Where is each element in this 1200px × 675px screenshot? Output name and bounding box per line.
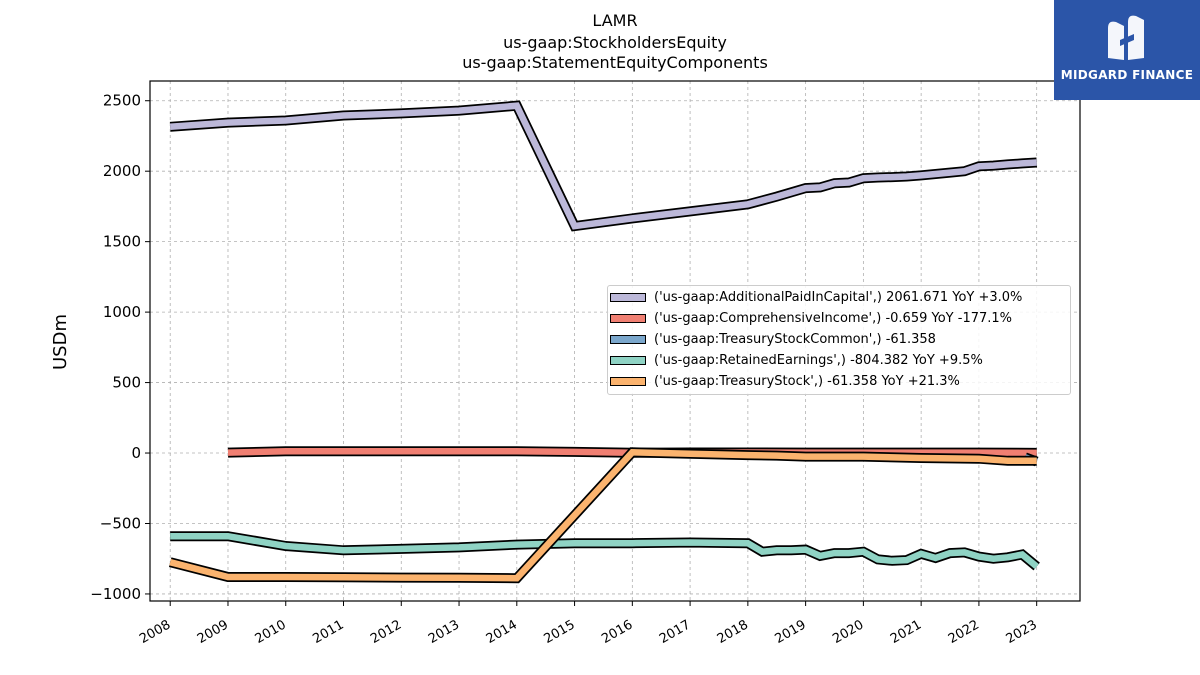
legend: ('us-gaap:AdditionalPaidInCapital',) 206… [607, 285, 1071, 395]
plot-frame [149, 80, 1081, 602]
y-tick-label: 2500 [103, 92, 141, 110]
x-tick-label: 2010 [253, 617, 289, 647]
x-tick-label: 2012 [368, 617, 404, 647]
legend-item: ('us-gaap:RetainedEarnings',) -804.382 Y… [608, 352, 1070, 370]
legend-label: ('us-gaap:RetainedEarnings',) -804.382 Y… [654, 353, 983, 368]
series-line [169, 449, 1037, 582]
x-tick-label: 2021 [888, 617, 924, 647]
legend-label: ('us-gaap:TreasuryStock',) -61.358 YoY +… [654, 374, 960, 389]
y-tick-label: −500 [100, 514, 141, 532]
series-layer [168, 100, 1040, 584]
y-tick-label: 2000 [103, 162, 141, 180]
legend-swatch [610, 377, 646, 386]
y-tick-label: −1000 [90, 585, 141, 603]
x-tick-label: 2013 [426, 617, 462, 647]
legend-swatch [610, 356, 646, 365]
y-tick-label: 500 [112, 374, 141, 392]
legend-item: ('us-gaap:TreasuryStock',) -61.358 YoY +… [608, 373, 1070, 391]
y-tick-label: 0 [131, 444, 141, 462]
y-axis: −1000 −500 0 500 1000 1500 2000 2500 [90, 92, 150, 603]
x-tick-label: 2014 [484, 617, 520, 647]
logo-text: MIDGARD FINANCE [1060, 68, 1194, 82]
x-axis: 2008 2009 2010 2011 2012 2013 2014 2015 2016 2017… [137, 601, 1040, 647]
y-tick-label: 1000 [103, 303, 141, 321]
x-tick-label: 2022 [946, 617, 982, 647]
x-tick-label: 2008 [137, 617, 173, 647]
chart-title-line-2: us-gaap:StockholdersEquity [503, 33, 727, 52]
x-tick-label: 2017 [657, 617, 693, 647]
series-line [169, 102, 1037, 230]
series-line [170, 532, 1039, 570]
legend-label: ('us-gaap:AdditionalPaidInCapital',) 206… [654, 290, 1023, 305]
legend-swatch [610, 314, 646, 323]
x-tick-label: 2011 [310, 617, 346, 647]
chart-title-line-3: us-gaap:StatementEquityComponents [462, 53, 768, 72]
x-tick-label: 2018 [715, 617, 751, 647]
x-tick-label: 2019 [773, 617, 809, 647]
x-tick-label: 2009 [195, 617, 231, 647]
x-tick-label: 2015 [541, 617, 577, 647]
midgard-logo-mark-icon [1108, 15, 1144, 61]
x-tick-label: 2023 [1004, 617, 1040, 647]
x-tick-label: 2016 [599, 617, 635, 647]
legend-swatch [610, 335, 646, 344]
legend-swatch [610, 293, 646, 302]
y-axis-label: USDm [50, 314, 71, 370]
midgard-finance-logo: MIDGARD FINANCE [1054, 0, 1200, 100]
legend-label: ('us-gaap:TreasuryStockCommon',) -61.358 [654, 332, 936, 347]
series-line-outline [169, 100, 1038, 232]
y-tick-label: 1500 [103, 233, 141, 251]
chart-title-line-1: LAMR [592, 11, 638, 30]
x-tick-label: 2020 [830, 617, 866, 647]
legend-item: ('us-gaap:TreasuryStockCommon',) -61.358 [608, 331, 1070, 349]
legend-item: ('us-gaap:AdditionalPaidInCapital',) 206… [608, 289, 1070, 307]
legend-item: ('us-gaap:ComprehensiveIncome',) -0.659 … [608, 310, 1070, 328]
legend-label: ('us-gaap:ComprehensiveIncome',) -0.659 … [654, 311, 1013, 326]
